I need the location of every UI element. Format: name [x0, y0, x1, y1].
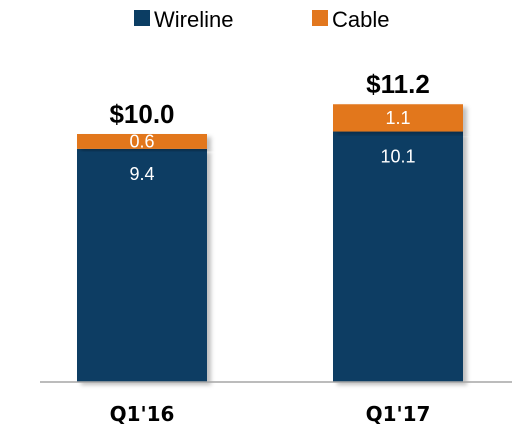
labels-group: 9.4 0.6$10.0 Q1'16 10.1 1.1 $11.2 Q1'17 — [109, 69, 430, 426]
category-label-1: Q1'16 — [110, 402, 175, 426]
bar-wireline-1 — [77, 148, 207, 382]
bar-cable-2 — [333, 104, 463, 132]
legend-label-wireline: Wireline — [154, 7, 233, 32]
category-label-2: Q1'17 — [366, 402, 431, 426]
legend-swatch-wireline — [134, 10, 150, 26]
data-label-wireline-1: 9.4 — [129, 164, 154, 184]
data-label-cable-1: 0.6 — [129, 131, 154, 151]
data-label-cable-2: 1.1 — [385, 108, 410, 128]
legend-swatch-cable — [312, 10, 328, 26]
bar-wireline-2 — [333, 131, 463, 382]
legend-label-cable: Cable — [332, 7, 389, 32]
total-label-1: $10.0 — [109, 99, 174, 129]
legend: Wireline Cable — [134, 7, 389, 32]
data-label-wireline-2: 10.1 — [380, 147, 415, 167]
bar-cable-1 — [77, 134, 207, 149]
total-label-2: $11.2 — [366, 69, 430, 99]
bars-group — [77, 104, 463, 382]
